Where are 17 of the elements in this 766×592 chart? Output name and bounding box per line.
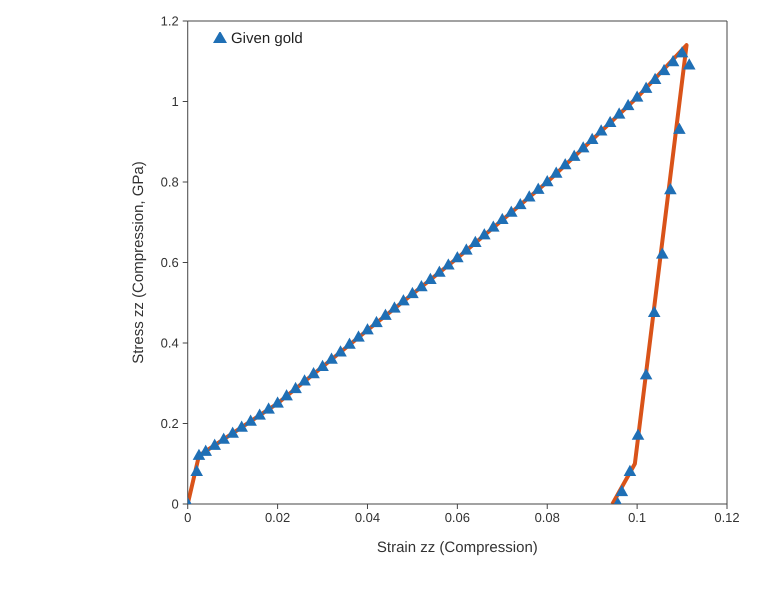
x-tick-label: 0.12 xyxy=(714,510,740,526)
y-tick-label: 0.4 xyxy=(160,336,179,351)
x-tick-label: 0.02 xyxy=(264,510,290,526)
y-tick-label: 0.2 xyxy=(160,416,179,432)
x-tick-label: 0 xyxy=(184,510,192,526)
x-axis-title: Strain zz (Compression) xyxy=(376,539,538,556)
y-tick-label: 1 xyxy=(171,94,179,110)
x-tick-label: 0.04 xyxy=(354,510,380,526)
legend-label: Given gold xyxy=(231,30,303,47)
y-tick-label: 0 xyxy=(171,496,179,512)
y-axis-title: Stress zz (Compression, GPa) xyxy=(130,161,148,364)
y-tick-label: 0.6 xyxy=(160,255,179,270)
x-tick-label: 0.08 xyxy=(534,510,560,526)
x-tick-label: 0.06 xyxy=(444,510,470,526)
y-tick-label: 0.8 xyxy=(160,174,179,190)
x-tick-label: 0.1 xyxy=(628,510,646,526)
y-tick-label: 1.2 xyxy=(160,14,179,29)
